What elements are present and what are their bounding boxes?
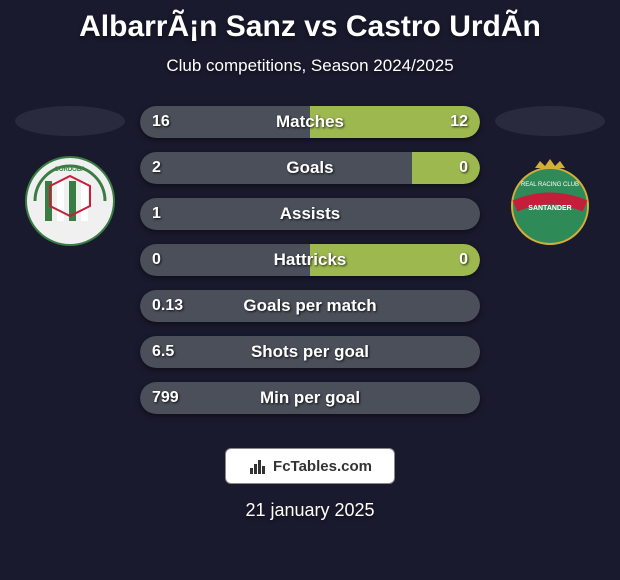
fctables-logo: FcTables.com — [225, 448, 395, 484]
comparison-main: CORDOBA 1612Matches 20Goals 1Assists 00Hatt… — [0, 106, 620, 428]
subtitle: Club competitions, Season 2024/2025 — [0, 56, 620, 76]
fctables-icon — [248, 456, 268, 476]
bar-label: Assists — [140, 204, 480, 224]
bar-label: Min per goal — [140, 388, 480, 408]
fctables-text: FcTables.com — [273, 458, 372, 475]
right-team-badge: SANTANDER REAL RACING CLUB — [505, 156, 595, 246]
bar-label: Shots per goal — [140, 342, 480, 362]
right-side: SANTANDER REAL RACING CLUB — [490, 106, 610, 246]
svg-text:REAL RACING CLUB: REAL RACING CLUB — [521, 182, 579, 188]
bar-label: Hattricks — [140, 250, 480, 270]
right-badge-icon: SANTANDER REAL RACING CLUB — [505, 156, 595, 246]
bar-row-hattricks: 00Hattricks — [140, 244, 480, 276]
left-team-badge: CORDOBA — [25, 156, 115, 246]
bar-row-goals-per-match: 0.13Goals per match — [140, 290, 480, 322]
bar-row-assists: 1Assists — [140, 198, 480, 230]
left-badge-icon: CORDOBA — [25, 156, 115, 246]
left-ellipse — [15, 106, 125, 136]
svg-text:CORDOBA: CORDOBA — [55, 167, 87, 173]
bar-row-shots-per-goal: 6.5Shots per goal — [140, 336, 480, 368]
comparison-bars: 1612Matches 20Goals 1Assists 00Hattricks 0.1… — [140, 106, 480, 428]
bar-label: Goals per match — [140, 296, 480, 316]
page-title: AlbarrÃ¡n Sanz vs Castro UrdÃ­n — [0, 10, 620, 44]
svg-text:SANTANDER: SANTANDER — [528, 205, 571, 212]
left-side: CORDOBA — [10, 106, 130, 246]
right-ellipse — [495, 106, 605, 136]
date-text: 21 january 2025 — [0, 500, 620, 521]
bar-row-matches: 1612Matches — [140, 106, 480, 138]
bar-label: Matches — [140, 112, 480, 132]
bar-label: Goals — [140, 158, 480, 178]
bar-row-goals: 20Goals — [140, 152, 480, 184]
bar-row-min-per-goal: 799Min per goal — [140, 382, 480, 414]
